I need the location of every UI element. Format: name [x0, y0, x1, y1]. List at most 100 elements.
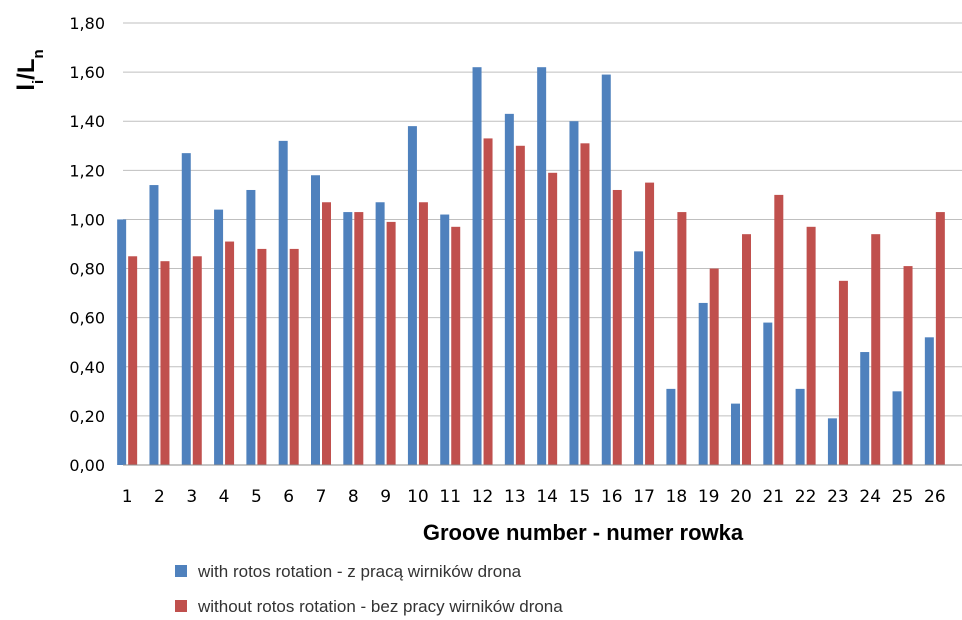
bar-without-rotation-14 — [548, 172, 558, 466]
bar-with-rotation-3 — [181, 153, 191, 465]
x-axis-label: Groove number - numer rowka — [423, 520, 744, 545]
bar-without-rotation-21 — [774, 194, 784, 465]
bar-without-rotation-4 — [225, 241, 235, 465]
bar-with-rotation-5 — [246, 189, 256, 465]
x-tick-label: 13 — [504, 487, 526, 507]
bar-with-rotation-1 — [117, 219, 127, 465]
x-tick-label: 11 — [439, 487, 461, 507]
y-tick-label: 1,60 — [69, 63, 105, 82]
bar-with-rotation-24 — [860, 352, 870, 465]
bar-without-rotation-6 — [289, 248, 299, 465]
bar-with-rotation-20 — [731, 403, 740, 465]
bar-without-rotation-25 — [903, 266, 913, 465]
bar-without-rotation-26 — [935, 212, 945, 465]
y-tick-labels: 0,00 0,20 0,40 0,60 0,80 1,00 1,20 1,40 1,60 1,80 — [69, 14, 105, 475]
x-tick-label: 7 — [316, 487, 327, 507]
y-axis-label-main-1: l — [13, 84, 40, 91]
bar-with-rotation-15 — [569, 121, 579, 465]
x-tick-label: 16 — [601, 487, 623, 507]
bar-with-rotation-9 — [375, 202, 385, 465]
bar-with-rotation-23 — [827, 418, 837, 465]
y-tick-label: 0,40 — [69, 358, 105, 377]
y-tick-label: 1,80 — [69, 14, 105, 33]
x-tick-label: 1 — [122, 487, 133, 507]
y-tick-label: 1,40 — [69, 112, 105, 131]
bar-with-rotation-18 — [666, 388, 676, 465]
legend: with rotos rotation - z pracą wirników d… — [175, 562, 563, 616]
y-tick-label: 1,20 — [69, 161, 105, 180]
y-tick-label: 0,60 — [69, 309, 105, 328]
y-axis-label-sub-1: i — [30, 80, 47, 84]
y-tick-label: 0,20 — [69, 407, 105, 426]
y-tick-label: 0,00 — [69, 456, 105, 475]
bar-without-rotation-16 — [612, 189, 622, 465]
gridlines — [123, 22, 962, 417]
x-tick-label: 22 — [795, 487, 817, 507]
bar-with-rotation-8 — [343, 212, 353, 465]
y-axis-label-main-2: /L — [13, 59, 40, 80]
y-tick-label: 0,80 — [69, 260, 105, 279]
x-tick-label: 19 — [698, 487, 720, 507]
bar-without-rotation-3 — [192, 256, 202, 465]
bar-without-rotation-15 — [580, 143, 590, 466]
x-tick-label: 26 — [924, 487, 946, 507]
legend-label-without-rotation: without rotos rotation - bez pracy wirni… — [197, 597, 563, 616]
bar-with-rotation-4 — [214, 209, 224, 465]
legend-label-with-rotation: with rotos rotation - z pracą wirników d… — [197, 562, 522, 581]
y-tick-label: 1,00 — [69, 210, 105, 229]
x-tick-label: 9 — [380, 487, 391, 507]
x-tick-label: 18 — [666, 487, 688, 507]
bar-with-rotation-14 — [537, 67, 547, 465]
x-tick-label: 21 — [762, 487, 784, 507]
bar-with-rotation-12 — [472, 67, 482, 465]
bar-without-rotation-13 — [515, 145, 525, 465]
y-axis-label: li/Ln — [13, 49, 47, 90]
bar-without-rotation-7 — [322, 202, 331, 465]
bar-with-rotation-21 — [763, 322, 773, 465]
legend-swatch-with-rotation — [175, 565, 187, 577]
x-tick-label: 15 — [569, 487, 591, 507]
bar-without-rotation-22 — [806, 226, 816, 465]
bar-with-rotation-26 — [924, 337, 934, 465]
bar-without-rotation-10 — [418, 202, 428, 465]
bar-with-rotation-6 — [278, 140, 288, 465]
bar-without-rotation-19 — [709, 268, 719, 465]
legend-swatch-without-rotation — [175, 600, 187, 612]
bar-with-rotation-11 — [440, 214, 450, 465]
x-tick-label: 14 — [536, 487, 558, 507]
bar-without-rotation-1 — [128, 256, 138, 465]
bar-with-rotation-17 — [634, 251, 644, 465]
bar-without-rotation-17 — [645, 182, 655, 465]
x-tick-labels: 1 2 3 4 5 6 7 8 9 10 11 12 13 14 15 16 17 18 19 20 21 22 23 24 2… — [122, 487, 946, 507]
x-tick-label: 3 — [186, 487, 197, 507]
bar-with-rotation-16 — [601, 74, 611, 466]
x-tick-label: 12 — [472, 487, 494, 507]
x-tick-label: 5 — [251, 487, 262, 507]
bar-without-rotation-5 — [257, 248, 267, 465]
bar-without-rotation-9 — [386, 221, 396, 465]
x-tick-label: 25 — [892, 487, 914, 507]
bar-with-rotation-10 — [407, 126, 417, 465]
bar-with-rotation-25 — [892, 391, 902, 465]
x-tick-label: 6 — [283, 487, 294, 507]
bar-with-rotation-22 — [795, 388, 805, 465]
bar-without-rotation-24 — [871, 234, 881, 465]
bar-without-rotation-23 — [838, 280, 848, 465]
bar-without-rotation-12 — [483, 138, 493, 465]
x-tick-label: 24 — [859, 487, 881, 507]
y-axis-label-sub-2: n — [30, 49, 47, 58]
bar-without-rotation-8 — [354, 212, 364, 465]
x-tick-label: 20 — [730, 487, 752, 507]
x-tick-label: 10 — [407, 487, 429, 507]
x-tick-label: 17 — [633, 487, 655, 507]
bars — [117, 67, 945, 466]
bar-with-rotation-7 — [311, 175, 320, 465]
bar-with-rotation-13 — [504, 113, 514, 465]
bar-without-rotation-20 — [742, 234, 751, 465]
bar-without-rotation-2 — [160, 261, 170, 465]
x-tick-label: 8 — [348, 487, 359, 507]
bar-with-rotation-19 — [698, 302, 708, 465]
x-tick-label: 2 — [154, 487, 165, 507]
bar-without-rotation-11 — [451, 226, 461, 465]
